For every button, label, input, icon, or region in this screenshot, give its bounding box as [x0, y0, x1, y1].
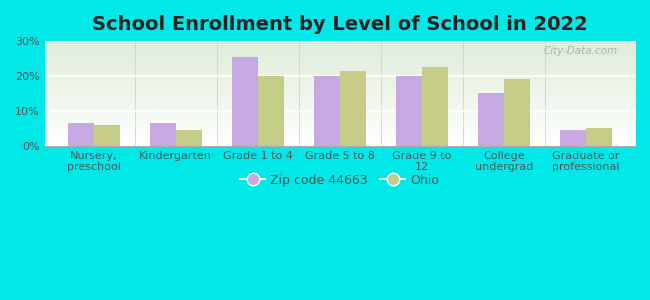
Bar	[150, 123, 176, 146]
Bar	[231, 57, 258, 146]
Text: City-Data.com: City-Data.com	[543, 46, 618, 56]
Bar	[313, 76, 340, 146]
Bar	[94, 125, 120, 146]
Title: School Enrollment by Level of School in 2022: School Enrollment by Level of School in …	[92, 15, 588, 34]
Bar	[340, 71, 366, 146]
Bar	[504, 80, 530, 146]
Bar	[176, 130, 202, 146]
Bar	[422, 67, 448, 146]
Bar	[258, 76, 284, 146]
Legend: Zip code 44663, Ohio: Zip code 44663, Ohio	[235, 169, 445, 192]
Bar	[396, 76, 422, 146]
Bar	[478, 93, 504, 146]
Bar	[560, 130, 586, 146]
Bar	[586, 128, 612, 146]
Bar	[68, 123, 94, 146]
